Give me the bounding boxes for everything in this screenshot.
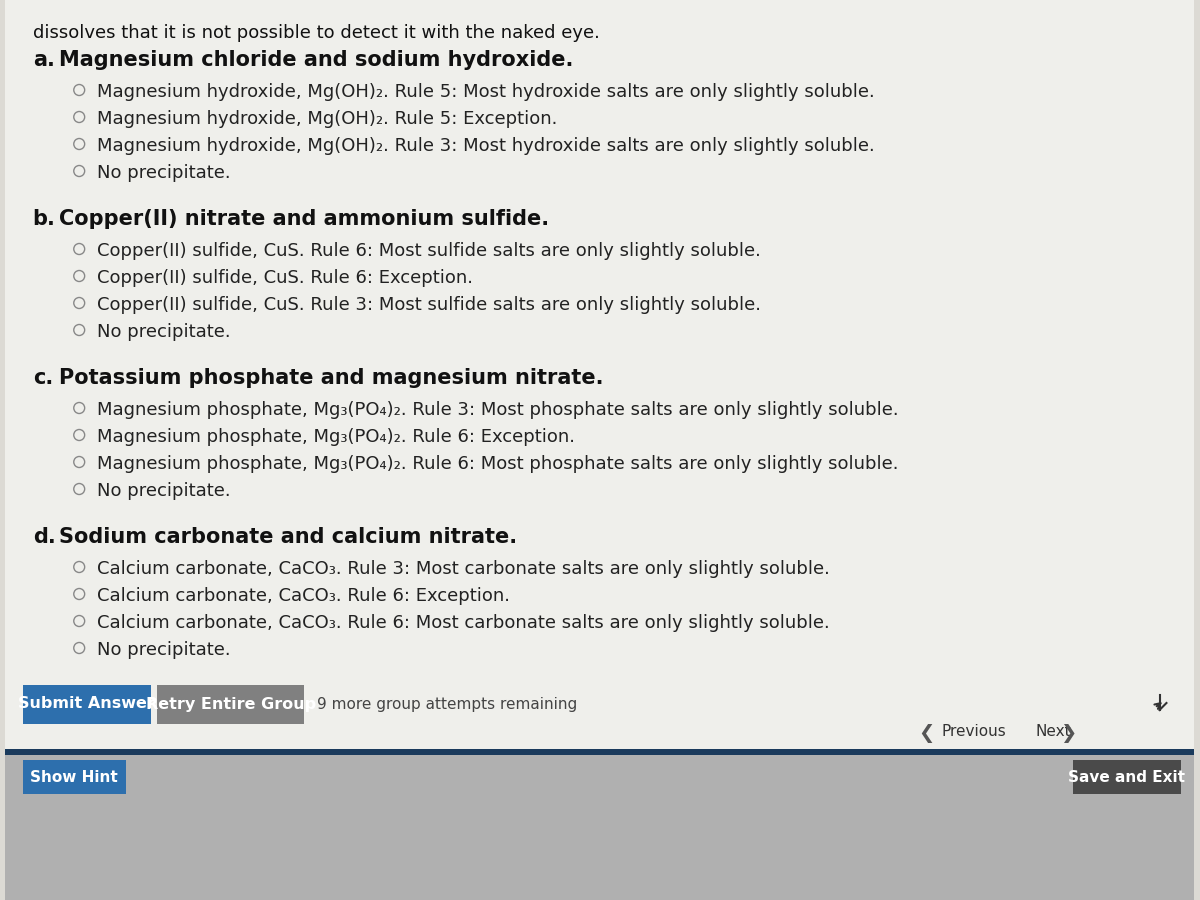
Text: No precipitate.: No precipitate. — [97, 482, 230, 500]
Text: Previous: Previous — [942, 724, 1007, 739]
FancyBboxPatch shape — [5, 630, 1194, 750]
Text: Calcium carbonate, CaCO₃. Rule 6: Most carbonate salts are only slightly soluble: Calcium carbonate, CaCO₃. Rule 6: Most c… — [97, 614, 830, 632]
FancyBboxPatch shape — [5, 749, 1194, 755]
Text: Next: Next — [1036, 724, 1072, 739]
Text: Copper(II) sulfide, CuS. Rule 3: Most sulfide salts are only slightly soluble.: Copper(II) sulfide, CuS. Rule 3: Most su… — [97, 296, 761, 314]
Text: Copper(II) sulfide, CuS. Rule 6: Exception.: Copper(II) sulfide, CuS. Rule 6: Excepti… — [97, 269, 473, 287]
Text: Magnesium phosphate, Mg₃(PO₄)₂. Rule 3: Most phosphate salts are only slightly s: Magnesium phosphate, Mg₃(PO₄)₂. Rule 3: … — [97, 401, 899, 419]
Text: c.: c. — [32, 368, 53, 388]
Text: No precipitate.: No precipitate. — [97, 164, 230, 182]
Text: Submit Answer: Submit Answer — [18, 697, 155, 712]
Text: Retry Entire Group: Retry Entire Group — [145, 697, 316, 712]
FancyBboxPatch shape — [23, 760, 126, 794]
FancyBboxPatch shape — [5, 755, 1194, 900]
Text: Magnesium phosphate, Mg₃(PO₄)₂. Rule 6: Most phosphate salts are only slightly s: Magnesium phosphate, Mg₃(PO₄)₂. Rule 6: … — [97, 455, 899, 473]
FancyBboxPatch shape — [1073, 760, 1181, 794]
Text: Save and Exit: Save and Exit — [1068, 770, 1186, 785]
Text: Show Hint: Show Hint — [30, 770, 118, 785]
Text: d.: d. — [32, 527, 55, 547]
Text: Calcium carbonate, CaCO₃. Rule 3: Most carbonate salts are only slightly soluble: Calcium carbonate, CaCO₃. Rule 3: Most c… — [97, 560, 830, 578]
Text: Magnesium hydroxide, Mg(OH)₂. Rule 5: Most hydroxide salts are only slightly sol: Magnesium hydroxide, Mg(OH)₂. Rule 5: Mo… — [97, 83, 875, 101]
Text: Sodium carbonate and calcium nitrate.: Sodium carbonate and calcium nitrate. — [59, 527, 517, 547]
Text: 9 more group attempts remaining: 9 more group attempts remaining — [317, 697, 577, 712]
Text: Magnesium hydroxide, Mg(OH)₂. Rule 5: Exception.: Magnesium hydroxide, Mg(OH)₂. Rule 5: Ex… — [97, 110, 558, 128]
Text: No precipitate.: No precipitate. — [97, 323, 230, 341]
Text: Copper(II) sulfide, CuS. Rule 6: Most sulfide salts are only slightly soluble.: Copper(II) sulfide, CuS. Rule 6: Most su… — [97, 242, 761, 260]
Text: Magnesium hydroxide, Mg(OH)₂. Rule 3: Most hydroxide salts are only slightly sol: Magnesium hydroxide, Mg(OH)₂. Rule 3: Mo… — [97, 137, 875, 155]
FancyBboxPatch shape — [156, 685, 304, 724]
Text: a.: a. — [32, 50, 54, 70]
Text: ❯: ❯ — [1061, 724, 1076, 743]
FancyBboxPatch shape — [5, 0, 1194, 780]
Text: Calcium carbonate, CaCO₃. Rule 6: Exception.: Calcium carbonate, CaCO₃. Rule 6: Except… — [97, 587, 510, 605]
Text: No precipitate.: No precipitate. — [97, 641, 230, 659]
Text: ❮: ❮ — [918, 724, 935, 743]
FancyBboxPatch shape — [23, 685, 150, 724]
Text: Potassium phosphate and magnesium nitrate.: Potassium phosphate and magnesium nitrat… — [59, 368, 604, 388]
Text: b.: b. — [32, 209, 55, 229]
Text: Magnesium chloride and sodium hydroxide.: Magnesium chloride and sodium hydroxide. — [59, 50, 574, 70]
Text: Magnesium phosphate, Mg₃(PO₄)₂. Rule 6: Exception.: Magnesium phosphate, Mg₃(PO₄)₂. Rule 6: … — [97, 428, 575, 446]
Text: Copper(II) nitrate and ammonium sulfide.: Copper(II) nitrate and ammonium sulfide. — [59, 209, 550, 229]
Text: dissolves that it is not possible to detect it with the naked eye.: dissolves that it is not possible to det… — [32, 24, 600, 42]
